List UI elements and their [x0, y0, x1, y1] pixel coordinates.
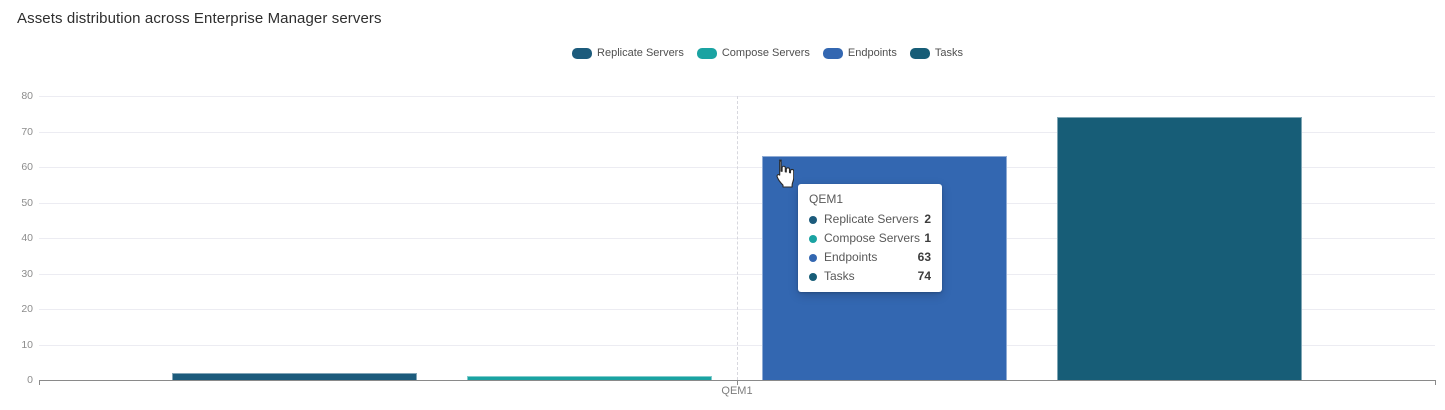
tooltip-row-value: 74: [917, 269, 931, 283]
y-axis-tick-label: 30: [21, 267, 33, 280]
legend-label: Tasks: [934, 47, 963, 59]
tooltip-row: Tasks 74: [809, 270, 931, 283]
legend-label: Endpoints: [847, 47, 897, 59]
x-axis-start-tick: [39, 380, 40, 385]
tooltip-title: QEM1: [809, 192, 844, 206]
legend-item-endpoints[interactable]: Endpoints: [822, 47, 897, 59]
tooltip-row-label: Tasks: [824, 269, 855, 283]
legend-label: Replicate Servers: [597, 47, 684, 59]
legend-item-compose-servers[interactable]: Compose Servers: [696, 47, 810, 59]
legend-swatch-icon: [909, 47, 930, 59]
legend-swatch-icon: [572, 47, 593, 59]
y-axis-tick-label: 40: [21, 232, 33, 244]
y-axis-tick-label: 80: [21, 90, 33, 102]
legend: Replicate Servers Compose Servers Endpoi…: [0, 47, 1445, 59]
legend-label: Compose Servers: [721, 47, 810, 59]
series-dot-icon: [809, 253, 817, 262]
tooltip: QEM1 Replicate Servers 2 Compose Servers…: [798, 184, 942, 292]
legend-item-replicate-servers[interactable]: Replicate Servers: [572, 47, 684, 59]
y-axis-tick-label: 10: [21, 338, 33, 351]
tooltip-row-value: 2: [924, 212, 931, 226]
tooltip-row-label: Endpoints: [824, 250, 878, 264]
bar-replicate-servers[interactable]: [172, 372, 417, 380]
y-axis-tick-label: 70: [21, 125, 33, 138]
y-axis-tick-label: 60: [21, 161, 33, 173]
x-axis-category-tick: [737, 380, 738, 385]
chart-title: Assets distribution across Enterprise Ma…: [17, 10, 382, 27]
series-dot-icon: [809, 234, 817, 243]
category-hover-guideline: [737, 96, 738, 380]
tooltip-row: Replicate Servers 2: [809, 213, 931, 226]
series-dot-icon: [809, 272, 817, 281]
tooltip-row: Endpoints 63: [809, 251, 931, 264]
legend-swatch-icon: [822, 47, 843, 59]
y-axis-tick-label: 20: [21, 303, 33, 315]
series-dot-icon: [809, 215, 817, 224]
tooltip-row-label: Replicate Servers: [824, 212, 919, 226]
y-axis-tick-label: 50: [21, 196, 33, 209]
y-axis-tick-label: 0: [27, 374, 33, 386]
tooltip-row-value: 63: [917, 250, 931, 264]
bar-compose-servers[interactable]: [467, 376, 712, 380]
bar-tasks[interactable]: [1057, 117, 1302, 380]
legend-item-tasks[interactable]: Tasks: [909, 47, 963, 59]
x-axis-end-tick: [1435, 380, 1436, 385]
tooltip-row-value: 1: [924, 231, 931, 245]
legend-swatch-icon: [696, 47, 717, 59]
x-axis-category-label: QEM1: [721, 385, 753, 397]
tooltip-row-label: Compose Servers: [824, 231, 921, 245]
tooltip-row: Compose Servers 1: [809, 232, 931, 245]
